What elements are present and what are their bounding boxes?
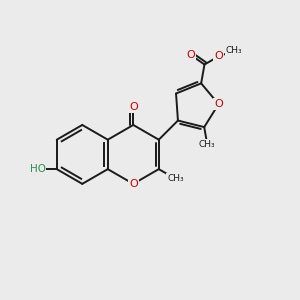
Text: O: O <box>214 99 223 109</box>
Text: HO: HO <box>30 164 46 174</box>
Text: O: O <box>129 179 138 189</box>
Text: O: O <box>129 102 138 112</box>
Text: CH₃: CH₃ <box>167 174 184 183</box>
Text: CH₃: CH₃ <box>225 46 242 56</box>
Text: O: O <box>187 50 196 60</box>
Text: CH₃: CH₃ <box>199 140 216 149</box>
Text: O: O <box>214 51 223 62</box>
